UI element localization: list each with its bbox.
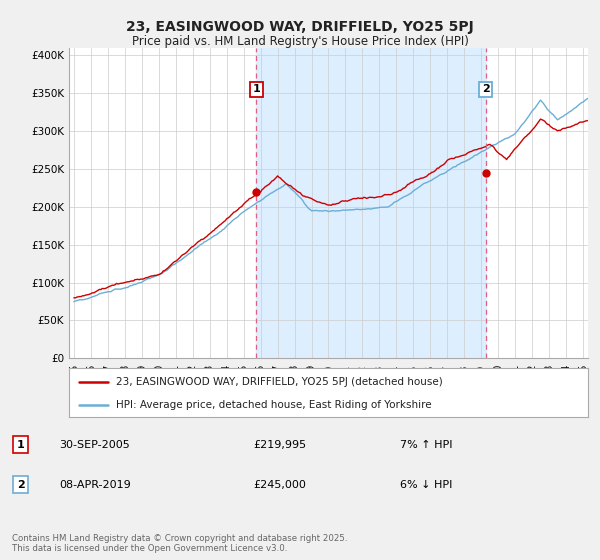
- Text: 7% ↑ HPI: 7% ↑ HPI: [400, 440, 452, 450]
- Text: 23, EASINGWOOD WAY, DRIFFIELD, YO25 5PJ (detached house): 23, EASINGWOOD WAY, DRIFFIELD, YO25 5PJ …: [116, 377, 442, 387]
- Text: 1: 1: [253, 85, 260, 94]
- Text: HPI: Average price, detached house, East Riding of Yorkshire: HPI: Average price, detached house, East…: [116, 400, 431, 410]
- Text: 23, EASINGWOOD WAY, DRIFFIELD, YO25 5PJ: 23, EASINGWOOD WAY, DRIFFIELD, YO25 5PJ: [126, 20, 474, 34]
- Text: 1: 1: [17, 440, 25, 450]
- Text: Contains HM Land Registry data © Crown copyright and database right 2025.
This d: Contains HM Land Registry data © Crown c…: [12, 534, 347, 553]
- Text: £219,995: £219,995: [253, 440, 306, 450]
- Text: 2: 2: [17, 479, 25, 489]
- Text: £245,000: £245,000: [253, 479, 306, 489]
- Text: 6% ↓ HPI: 6% ↓ HPI: [400, 479, 452, 489]
- Text: 08-APR-2019: 08-APR-2019: [59, 479, 131, 489]
- Text: 30-SEP-2005: 30-SEP-2005: [59, 440, 130, 450]
- Text: Price paid vs. HM Land Registry's House Price Index (HPI): Price paid vs. HM Land Registry's House …: [131, 35, 469, 48]
- Text: 2: 2: [482, 85, 490, 94]
- Bar: [256, 48, 486, 358]
